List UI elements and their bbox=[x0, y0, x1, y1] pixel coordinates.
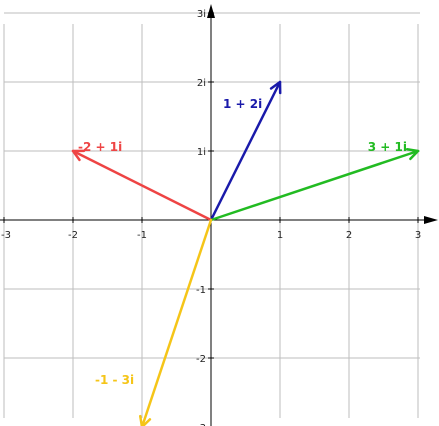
x-tick-label: 1 bbox=[277, 230, 283, 241]
vector-arrowhead-icon bbox=[139, 414, 152, 426]
vector-arrowhead-icon bbox=[269, 80, 282, 95]
y-tick-label: -2 bbox=[196, 354, 206, 365]
vector-minus1minus3i bbox=[141, 218, 213, 426]
y-tick-label: 1i bbox=[197, 147, 206, 158]
x-axis-arrow-icon bbox=[424, 216, 438, 224]
x-tick-label: -1 bbox=[137, 230, 147, 241]
y-tick-label: -3 bbox=[196, 423, 206, 426]
vector-minus2plus1i bbox=[71, 149, 213, 222]
vector-1plus2i bbox=[209, 80, 282, 222]
axes bbox=[0, 4, 438, 426]
x-tick-label: -3 bbox=[1, 230, 11, 241]
vector-label: 1 + 2i bbox=[223, 97, 262, 111]
vector-label: 3 + 1i bbox=[368, 140, 407, 154]
vector-3plus1i bbox=[209, 149, 420, 222]
vector-label: -1 - 3i bbox=[95, 373, 134, 387]
vector-arrowhead-icon bbox=[405, 148, 420, 161]
y-tick-label: -1 bbox=[196, 285, 206, 296]
x-tick-label: 2 bbox=[346, 230, 352, 241]
vector-label: -2 + 1i bbox=[78, 140, 122, 154]
vectors: 1 + 2i 3 + 1i -2 + 1i -1 - 3i bbox=[71, 80, 420, 426]
y-tick-label: 2i bbox=[197, 78, 206, 89]
vector-arrowhead-icon bbox=[71, 149, 86, 162]
x-tick-label: 3 bbox=[415, 230, 421, 241]
y-axis-arrow-icon bbox=[207, 4, 215, 18]
y-tick-label: 3i bbox=[197, 9, 206, 20]
tick-labels: -3 -2 -1 1 2 3 -3 -2 -1 1i 2i 3i bbox=[1, 9, 421, 426]
x-tick-label: -2 bbox=[68, 230, 78, 241]
